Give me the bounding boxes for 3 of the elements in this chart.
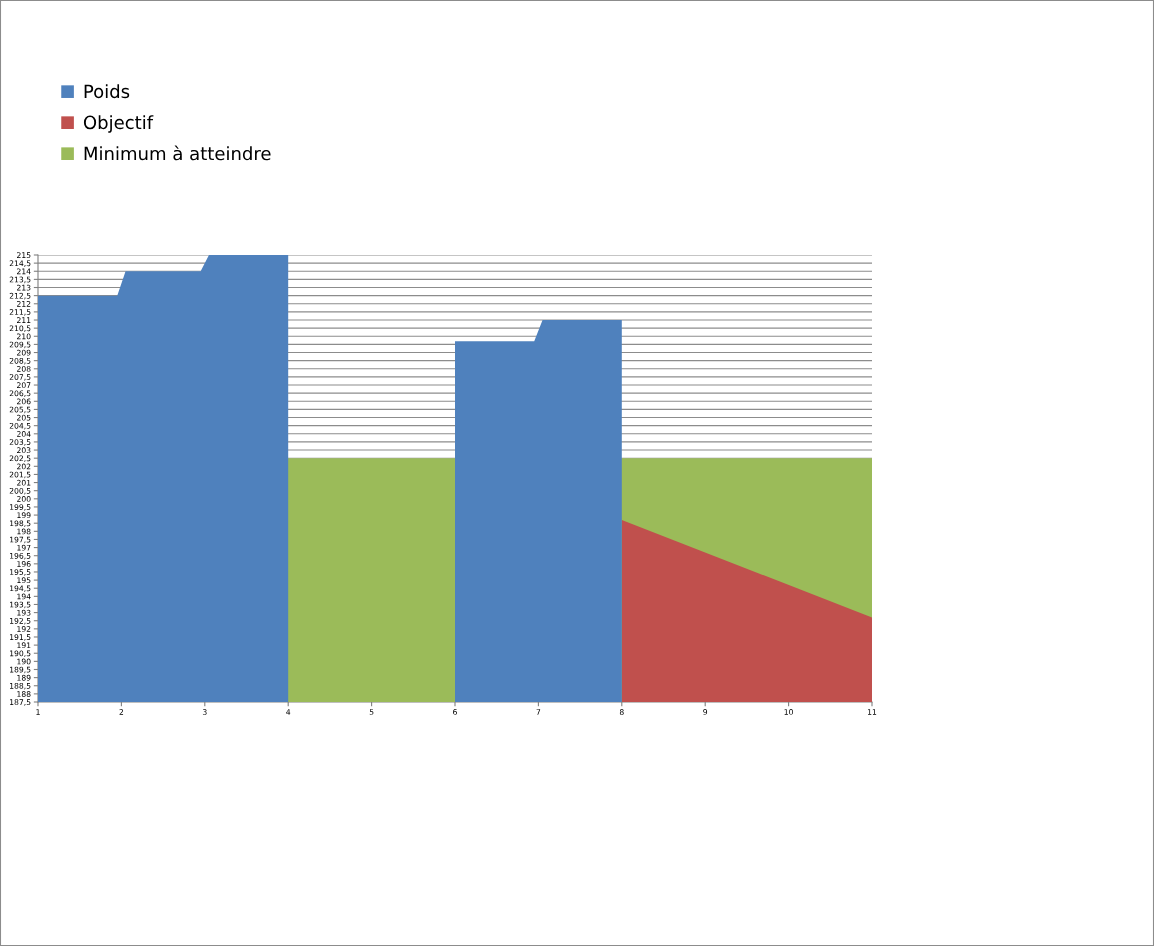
legend-label: Poids [84, 84, 130, 99]
legend-label: Minimum à atteindre [84, 145, 271, 161]
legend-label: Objectif [83, 115, 154, 133]
